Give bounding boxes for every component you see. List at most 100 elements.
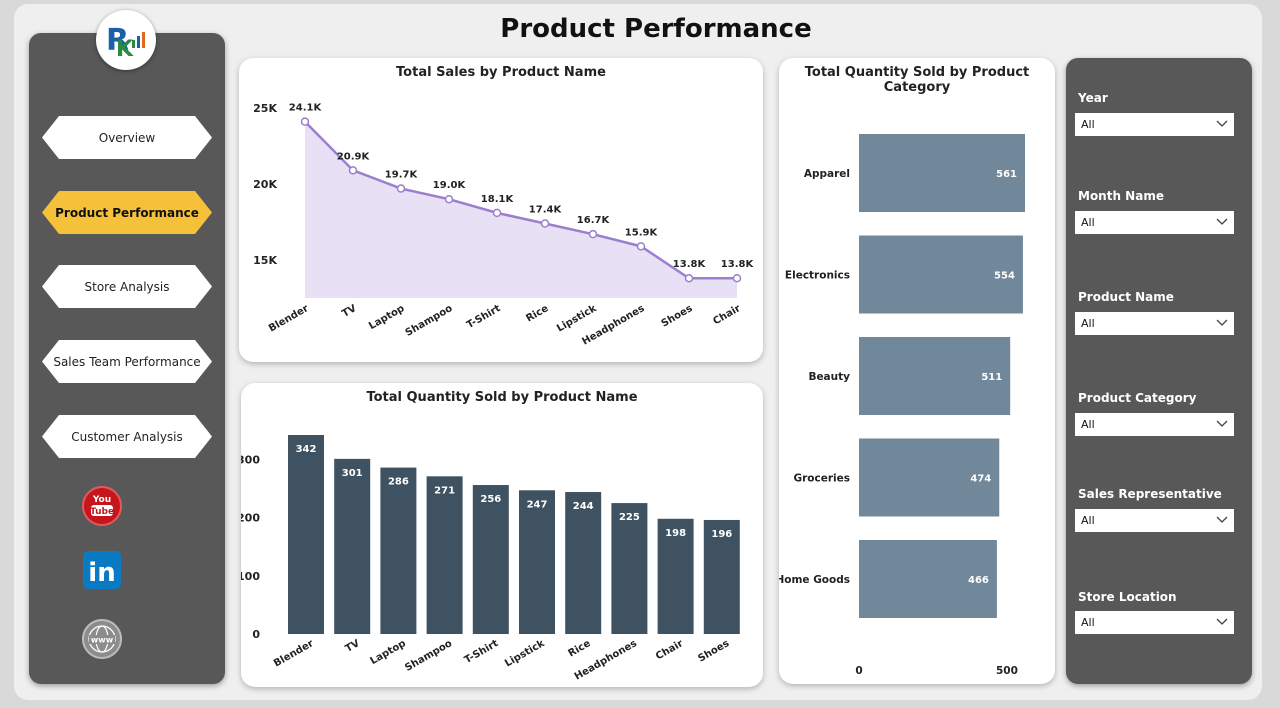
page-title: Product Performance: [500, 14, 812, 44]
quantity-bar[interactable]: [611, 503, 648, 634]
sales-x-tick-label: Shoes: [660, 303, 695, 330]
sales-data-point[interactable]: [588, 229, 598, 239]
category-x-tick-label: 500: [996, 665, 1018, 677]
quantity-data-label: 286: [388, 477, 409, 488]
quantity-data-label: 244: [573, 501, 594, 512]
quantity-data-label: 271: [434, 485, 455, 496]
sales-data-label: 16.7K: [577, 215, 611, 226]
quantity-data-label: 256: [480, 494, 501, 505]
store-location-filter-value: All: [1081, 616, 1095, 629]
linkedin-icon[interactable]: in: [81, 549, 123, 591]
quantity-data-label: 247: [527, 499, 548, 510]
sales-data-point[interactable]: [732, 273, 742, 283]
quantity-bar[interactable]: [657, 518, 694, 634]
sales-x-tick-label: Shampoo: [404, 303, 455, 339]
sales-data-label: 15.9K: [625, 227, 659, 238]
year-filter-dropdown[interactable]: All: [1075, 113, 1234, 136]
globe-icon[interactable]: www: [81, 618, 123, 660]
quantity-bar-chart: 0 100 200 300 342 Blender 301 TV 286 Laptop 271 Sha…: [241, 435, 740, 683]
store-location-filter-dropdown[interactable]: All: [1075, 611, 1234, 634]
quantity-y-tick-label: 200: [241, 512, 260, 525]
category-hbar-chart: 561 Apparel 554 Electronics 511 Beauty 474 Groc…: [779, 134, 1025, 677]
sales-by-product-card: Total Sales by Product Name 15K 20K 25K 24.…: [239, 58, 763, 362]
sales-data-label: 24.1K: [289, 103, 323, 114]
sales-y-tick-label: 20K: [253, 178, 277, 191]
sales-x-tick-label: Lipstick: [555, 303, 599, 335]
sales-x-tick-label: Chair: [711, 303, 742, 327]
year-filter-label: Year: [1078, 91, 1108, 105]
month-name-filter-dropdown[interactable]: All: [1075, 211, 1234, 234]
category-bar[interactable]: [859, 540, 997, 618]
sales-data-point[interactable]: [300, 117, 310, 126]
product-category-filter-value: All: [1081, 418, 1095, 431]
youtube-icon[interactable]: You Tube: [81, 485, 123, 527]
sales-area-fill: [305, 121, 737, 299]
svg-text:www: www: [91, 636, 114, 645]
quantity-data-label: 225: [619, 512, 640, 523]
sales-data-point[interactable]: [348, 166, 358, 175]
svg-text:K: K: [116, 37, 134, 62]
product-category-filter-dropdown[interactable]: All: [1075, 413, 1234, 436]
sales-x-tick-label: TV: [340, 303, 358, 320]
quantity-bar[interactable]: [703, 519, 740, 634]
category-bar[interactable]: [859, 438, 1000, 517]
sales-y-tick-label: 15K: [253, 254, 277, 267]
sales-data-point[interactable]: [444, 194, 454, 204]
category-y-tick-label: Beauty: [808, 371, 850, 383]
nav-product-performance-button[interactable]: Product Performance: [42, 191, 212, 234]
nav-sales-team-performance-button[interactable]: Sales Team Performance: [42, 340, 212, 383]
product-name-filter-dropdown[interactable]: All: [1075, 312, 1234, 335]
category-bar[interactable]: [859, 134, 1025, 212]
sales-data-point[interactable]: [492, 208, 502, 218]
quantity-data-label: 196: [711, 529, 732, 540]
svg-text:You: You: [92, 495, 111, 505]
nav-overview-button[interactable]: Overview: [42, 116, 212, 159]
nav-store-analysis-button[interactable]: Store Analysis: [42, 265, 212, 308]
sales-data-point[interactable]: [684, 273, 694, 283]
quantity-x-tick-label: T-Shirt: [463, 638, 501, 666]
svg-text:in: in: [88, 558, 115, 588]
sales-data-point[interactable]: [540, 219, 550, 228]
quantity-x-tick-label: TV: [344, 638, 362, 655]
category-bar[interactable]: [859, 337, 1011, 415]
sales-chart-title: Total Sales by Product Name: [396, 65, 606, 80]
category-chart-title: Total Quantity Sold by Product Category: [804, 65, 1030, 95]
quantity-bar[interactable]: [288, 435, 324, 634]
quantity-data-label: 198: [665, 528, 686, 539]
sales-data-point[interactable]: [396, 184, 406, 193]
month-name-filter-value: All: [1081, 216, 1095, 229]
category-data-label: 474: [970, 474, 991, 485]
svg-text:R: R: [106, 23, 129, 58]
sales-representative-filter-dropdown[interactable]: All: [1075, 509, 1234, 532]
product-name-filter-label: Product Name: [1078, 290, 1174, 304]
company-logo: R K: [96, 10, 156, 70]
quantity-x-tick-label: Laptop: [369, 638, 408, 667]
svg-text:Tube: Tube: [90, 507, 114, 517]
year-filter-value: All: [1081, 118, 1095, 131]
chevron-down-icon: [1216, 316, 1228, 328]
category-y-tick-label: Electronics: [785, 270, 850, 282]
quantity-bar[interactable]: [334, 458, 371, 634]
quantity-x-tick-label: Rice: [567, 638, 593, 660]
month-name-filter-label: Month Name: [1078, 189, 1164, 203]
category-x-tick-label: 0: [855, 665, 862, 677]
quantity-bar[interactable]: [380, 467, 417, 634]
quantity-x-tick-label: Shampoo: [403, 638, 454, 674]
sales-data-point[interactable]: [636, 242, 646, 251]
sales-data-label: 18.1K: [481, 194, 515, 205]
quantity-by-category-card: Total Quantity Sold by Product Category …: [779, 58, 1055, 684]
category-data-label: 466: [968, 575, 989, 586]
quantity-bar[interactable]: [472, 485, 509, 634]
sales-representative-filter-value: All: [1081, 514, 1095, 527]
quantity-bar[interactable]: [565, 492, 602, 634]
sales-area-chart: 15K 20K 25K 24.1K Blender 20.9K TV 19.7K Laptop 1…: [253, 102, 754, 348]
sales-x-tick-label: Laptop: [367, 303, 406, 332]
quantity-y-tick-label: 100: [241, 570, 260, 583]
quantity-x-tick-label: Blender: [272, 638, 316, 669]
quantity-bar[interactable]: [519, 490, 555, 634]
nav-customer-analysis-button[interactable]: Customer Analysis: [42, 415, 212, 458]
quantity-bar[interactable]: [426, 476, 463, 634]
category-bar[interactable]: [859, 235, 1023, 314]
chevron-down-icon: [1216, 215, 1228, 227]
quantity-chart-title: Total Quantity Sold by Product Name: [366, 390, 638, 405]
